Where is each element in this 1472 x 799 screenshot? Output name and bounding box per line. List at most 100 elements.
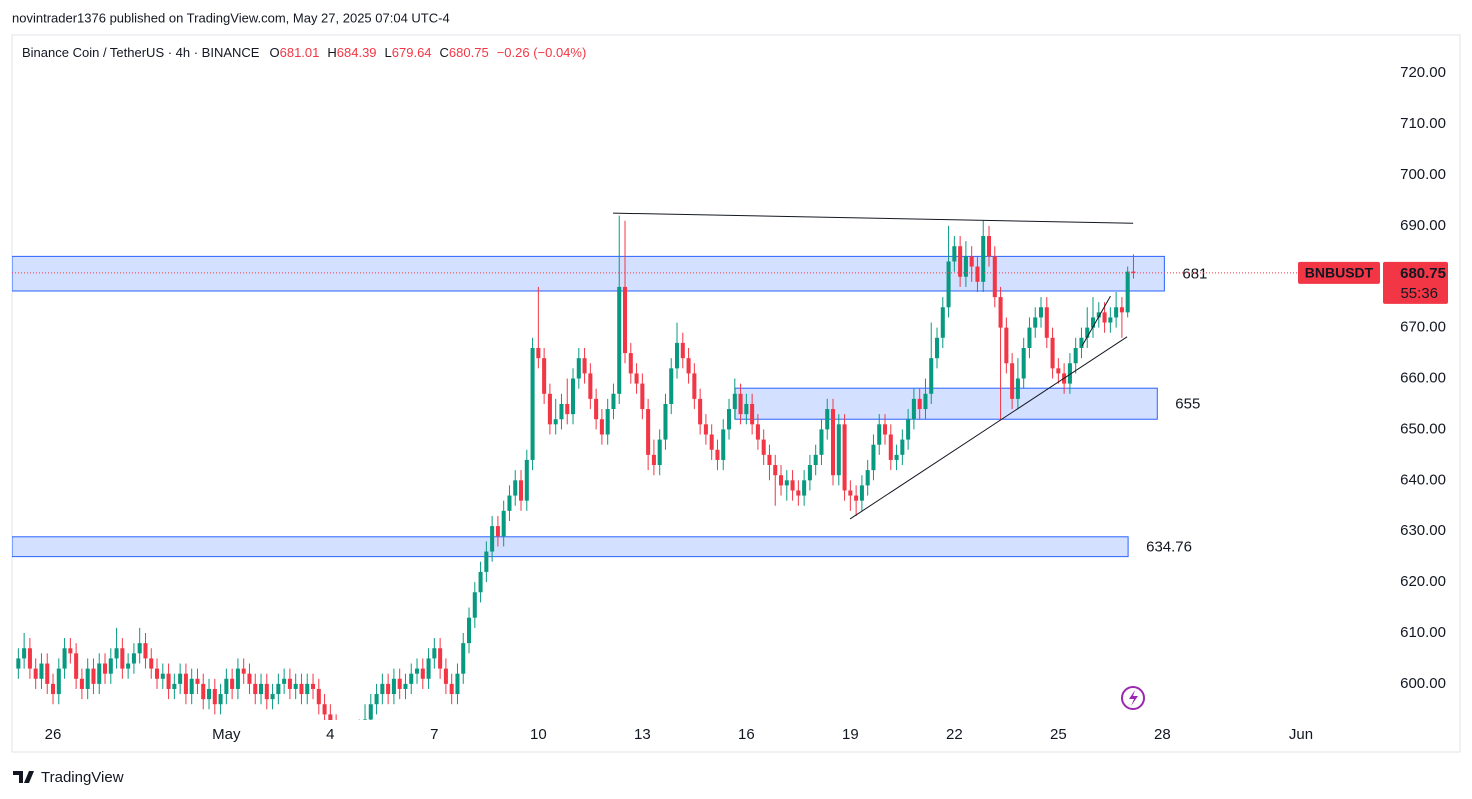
- candle-body: [871, 444, 876, 471]
- candle-body: [316, 688, 321, 705]
- candle-body: [495, 526, 500, 537]
- candle-body: [576, 358, 581, 379]
- candle-body: [1033, 317, 1038, 328]
- candle-body: [108, 658, 113, 674]
- candle-body: [432, 648, 437, 659]
- candle-body: [894, 454, 899, 460]
- event-icon-bolt: [1129, 690, 1138, 706]
- candle-body: [906, 419, 911, 440]
- candle-body: [264, 683, 269, 700]
- candle-body: [414, 668, 420, 674]
- candle-body: [97, 663, 102, 684]
- candle-body: [276, 683, 281, 695]
- candle-body: [282, 678, 287, 684]
- candle-body: [166, 673, 171, 689]
- candle-body: [74, 653, 79, 679]
- candle-body: [703, 424, 708, 435]
- x-tick-label: 26: [45, 726, 62, 743]
- candle-body: [784, 480, 789, 486]
- candle-body: [963, 256, 968, 277]
- candle-body: [490, 526, 495, 552]
- candle-body: [877, 424, 882, 445]
- candle-body: [189, 678, 194, 695]
- trendline: [613, 212, 1134, 224]
- candle-body: [917, 398, 922, 410]
- candle-body: [380, 683, 385, 695]
- candle-body: [386, 683, 391, 695]
- event-icon: [1121, 686, 1145, 710]
- candle-body: [195, 678, 200, 684]
- candle-body: [1119, 307, 1124, 313]
- candle-body: [1125, 271, 1130, 313]
- published-line: novintrader1376 published on TradingView…: [12, 10, 450, 25]
- zone-label: 681: [1182, 266, 1207, 283]
- candle-body: [796, 490, 801, 496]
- candle-body: [397, 678, 402, 689]
- candle-body: [726, 409, 732, 430]
- candle-body: [513, 480, 518, 496]
- candle-body: [640, 383, 645, 410]
- candle-body: [998, 297, 1003, 328]
- y-tick-label: 670.00: [1400, 319, 1446, 336]
- candle-body: [131, 653, 136, 664]
- x-tick-label: 4: [326, 726, 334, 743]
- candle-body: [611, 393, 616, 410]
- candle-body: [674, 342, 680, 369]
- candle-body: [183, 673, 188, 695]
- candle-body: [1004, 327, 1009, 364]
- candle-body: [420, 668, 425, 679]
- legend-value: 684.39: [337, 45, 377, 60]
- candle-body: [1050, 337, 1055, 369]
- y-tick-label: 620.00: [1400, 573, 1446, 590]
- candle-body: [484, 551, 489, 572]
- y-tick-label: 720.00: [1400, 64, 1446, 81]
- candle-body: [334, 725, 338, 735]
- candle-body: [126, 663, 131, 669]
- candle-body: [16, 658, 21, 669]
- candle-body: [547, 393, 552, 425]
- candle-body: [351, 740, 355, 750]
- legend-value: 680.75: [449, 45, 489, 60]
- candle-body: [992, 256, 997, 298]
- candle-body: [1067, 363, 1072, 384]
- countdown-label: 55:36: [1400, 285, 1438, 302]
- candle-body: [732, 393, 737, 410]
- candle-body: [802, 480, 807, 496]
- legend-key: H: [327, 45, 336, 60]
- candle-body: [206, 688, 212, 700]
- candle-body: [33, 668, 38, 679]
- candle-body: [120, 648, 125, 669]
- legend-value: 681.01: [280, 45, 320, 60]
- y-tick-label: 610.00: [1400, 624, 1446, 641]
- candle-body: [478, 571, 483, 593]
- candle-body: [721, 429, 726, 460]
- candle-body: [1090, 317, 1096, 328]
- candle-body: [738, 393, 743, 415]
- symbol-legend: Binance Coin / TetherUS · 4h · BINANCE O6…: [22, 45, 586, 60]
- candle-body: [224, 678, 229, 695]
- candle-body: [68, 648, 73, 654]
- candle-body: [900, 439, 905, 455]
- x-tick-label: 28: [1154, 726, 1171, 743]
- y-tick-label: 700.00: [1400, 166, 1446, 183]
- ticker-box: [1298, 261, 1380, 284]
- y-tick-label: 710.00: [1400, 115, 1446, 132]
- candle-body: [582, 358, 587, 374]
- candle-body: [969, 256, 974, 267]
- candle-body: [686, 358, 691, 374]
- candle-body: [588, 373, 593, 399]
- candle-body: [1021, 347, 1026, 379]
- candle-body: [663, 403, 668, 440]
- candle-body: [22, 648, 27, 659]
- candle-body: [258, 683, 264, 695]
- footer-brand: TradingView: [41, 769, 124, 786]
- candle-body: [958, 246, 963, 277]
- candle-body: [391, 678, 396, 695]
- candle-body: [854, 495, 859, 501]
- candle-body: [201, 683, 206, 700]
- candle-body: [622, 286, 628, 354]
- candle-body: [293, 683, 298, 689]
- candle-body: [409, 673, 414, 684]
